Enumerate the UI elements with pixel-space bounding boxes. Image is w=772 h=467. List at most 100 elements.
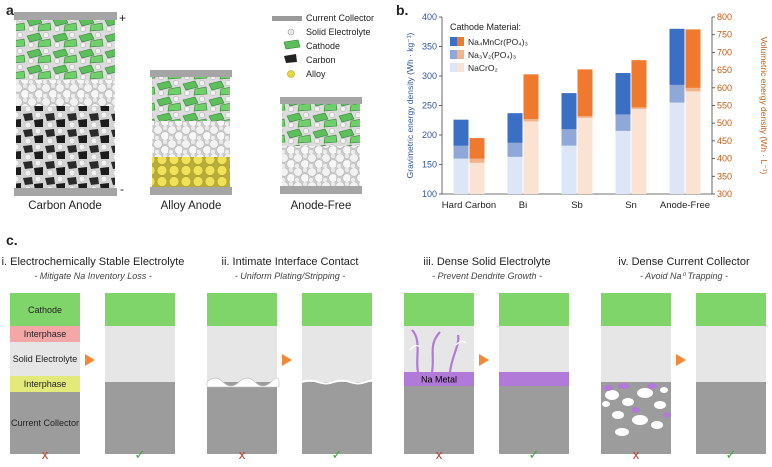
section-subtitle: - Uniform Plating/Stripping - [234,271,346,281]
left-tick-label: 200 [422,130,437,140]
chart-legend-label: Na₄MnCr(PO₄)₃ [468,37,528,47]
interphase-top-label: Interphase [23,329,67,339]
legend-swatch-vol [457,50,464,59]
current-collector-layer [105,382,175,454]
cross-icon: x [435,447,443,462]
arrow-icon [479,354,489,366]
right-tick-label: 400 [717,154,732,164]
right-tick-label: 750 [717,30,732,40]
current-collector-layer [499,382,569,454]
legend-carbon: Carbon [306,55,336,65]
legend-swatch-grav [450,50,457,59]
category-label: Anode-Free [660,200,710,211]
section-subtitle: - Prevent Dendrite Growth - [431,271,543,281]
cross-icon: x [632,447,640,462]
legend-swatch-grav [450,63,457,72]
solid-electrolyte-layer [105,326,175,382]
black-particle-icon [284,54,297,63]
legend-alloy: Alloy [306,69,326,79]
right-axis-title: Volumetric energy density (Wh · L⁻¹) [759,37,769,175]
left-tick-label: 300 [422,71,437,81]
yellow-sphere-icon [287,70,295,78]
interphase-top-layer [10,326,80,342]
cathode-layer [499,293,569,326]
legend-current-collector: Current Collector [306,13,375,23]
section-subtitle: - Mitigate Na Inventory Loss - [34,271,152,281]
current-collector-layer [404,382,474,454]
left-tick-label: 250 [422,101,437,111]
caption-anode-free: Anode-Free [290,200,352,212]
caption-carbon-anode: Carbon Anode [28,200,102,212]
solid-electrolyte-label: Solid Electrolyte [12,354,78,364]
legend-swatch-vol [457,63,464,72]
panel-b-label: b. [396,2,409,18]
legend-swatch-grav [450,37,457,46]
cathode-layer [404,293,474,326]
section-title: ii. Intimate Interface Contact [221,256,359,268]
cathode-layer [302,293,372,326]
gravimetric-bar [615,130,631,194]
solid-electrolyte-layer [696,326,766,382]
interphase-bottom-label: Interphase [23,379,67,389]
current-collector-label: Current Collector [10,418,80,428]
left-axis-title: Gravimetric energy density (Wh · kg⁻¹) [405,32,415,178]
cathode-layer [601,293,671,326]
left-tick-label: 400 [422,12,437,22]
legend-solid-electrolyte: Solid Electrolyte [306,27,371,37]
white-sphere-icon [287,28,295,36]
cathode-layer [10,293,80,326]
current-collector-layer [207,382,277,454]
right-tick-label: 550 [717,101,732,111]
plus-sign: + [119,11,127,25]
solid-electrolyte-layer [207,326,277,382]
cathode-layer [696,293,766,326]
anode-free-cell [280,97,362,194]
left-tick-label: 100 [422,189,437,199]
minus-sign: - [120,182,124,196]
volumetric-bar [469,162,485,194]
check-icon: ✓ [528,447,540,462]
current-collector-layer [601,382,671,454]
legend-swatch-vol [457,37,464,46]
left-tick-label: 150 [422,160,437,170]
cross-icon: x [41,447,49,462]
panel-c-label: c. [6,232,18,248]
right-tick-label: 300 [717,189,732,199]
solid-electrolyte-layer [10,342,80,376]
gravimetric-bar [453,158,469,194]
right-tick-label: 650 [717,65,732,75]
check-icon: ✓ [134,447,146,462]
volumetric-bar [577,117,593,194]
energy-density-chart: 100 150 200 250 300 350 400 300 350 400 450 500 550 6… [405,12,769,211]
current-collector-layer [10,392,80,454]
gravimetric-bar [669,102,685,194]
interphase-bottom-layer [10,376,80,392]
panel-a-illustration [14,12,362,196]
cross-icon: x [238,447,246,462]
solid-electrolyte-layer [499,326,569,382]
solid-electrolyte-layer [404,326,474,382]
category-label: Sn [625,200,637,211]
green-flake-icon [283,39,301,50]
section-title: iii. Dense Solid Electrolyte [423,256,551,268]
alloy-anode-cell [150,70,232,195]
volumetric-bar [631,109,647,194]
cathode-layer [105,293,175,326]
category-label: Hard Carbon [442,200,496,211]
category-label: Sb [571,200,583,211]
right-tick-label: 450 [717,136,732,146]
solid-electrolyte-layer [302,326,372,382]
check-icon: ✓ [331,447,343,462]
right-tick-label: 700 [717,47,732,57]
check-icon: ✓ [725,447,737,462]
section-title: i. Electrochemically Stable Electrolyte [1,256,185,268]
gravimetric-bar [561,145,577,194]
current-collector-layer [696,382,766,454]
chart-legend-title: Cathode Material: [450,22,521,32]
cathode-label: Cathode [27,304,63,315]
right-tick-label: 600 [717,83,732,93]
right-tick-label: 500 [717,118,732,128]
chart-legend-label: NaCrO₂ [468,63,498,73]
solid-electrolyte-layer [601,326,671,382]
caption-alloy-anode: Alloy Anode [160,200,222,212]
